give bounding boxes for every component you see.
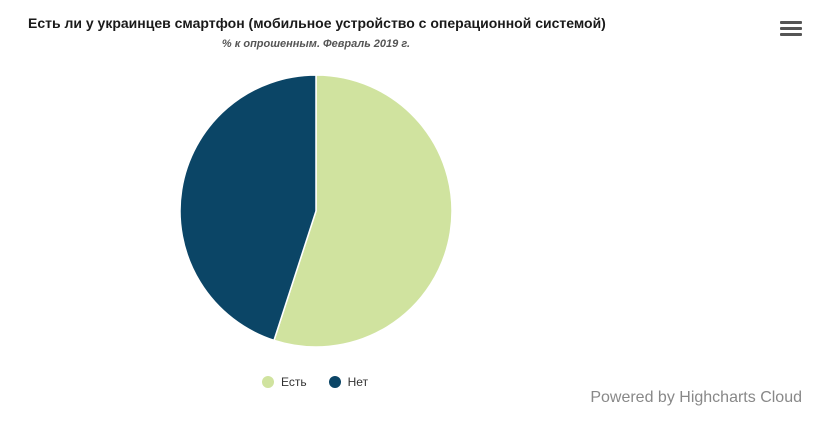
hamburger-menu-icon[interactable] bbox=[780, 21, 802, 39]
legend-marker-no bbox=[328, 376, 341, 388]
legend-label-no: Нет bbox=[347, 375, 369, 389]
chart-subtitle: % к опрошенным. Февраль 2019 г. bbox=[221, 38, 411, 50]
chart-title: Есть ли у украинцев смартфон (мобильное … bbox=[28, 15, 606, 31]
legend-label-yes: Есть bbox=[281, 375, 307, 389]
legend: Есть Нет bbox=[262, 373, 390, 391]
credits-link[interactable]: Powered by Highcharts Cloud bbox=[590, 389, 802, 406]
legend-item-no[interactable]: Нет bbox=[328, 375, 369, 389]
pie-slice-no[interactable] bbox=[179, 74, 317, 342]
legend-item-yes[interactable]: Есть bbox=[262, 375, 307, 389]
legend-marker-yes bbox=[262, 376, 274, 388]
pie-slice-yes[interactable] bbox=[273, 74, 453, 348]
